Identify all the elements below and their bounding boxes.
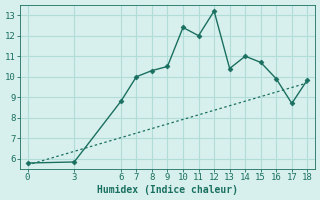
X-axis label: Humidex (Indice chaleur): Humidex (Indice chaleur) xyxy=(97,185,238,195)
